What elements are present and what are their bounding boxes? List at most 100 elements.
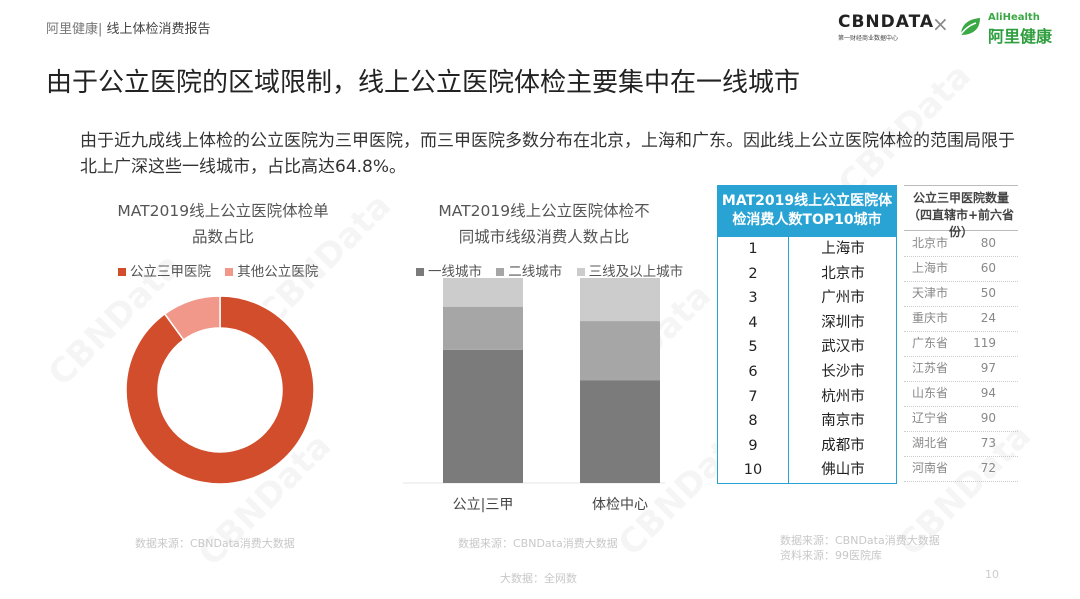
stacked-legend-label-2: 三线及以上城市 — [588, 264, 684, 280]
top10-row: 3 广州市 — [718, 286, 896, 311]
stacked-legend-item-1: 二线城市 — [496, 264, 562, 280]
top10-city: 广州市 — [821, 290, 865, 307]
top10-row: 9 成都市 — [718, 434, 896, 459]
alihealth-logo: AliHealth 阿里健康 — [958, 12, 1058, 46]
hospital-row: 上海市 60 — [904, 256, 1018, 282]
top10-city: 成都市 — [821, 437, 865, 454]
top10-city: 深圳市 — [821, 314, 865, 331]
hospital-region: 广东省 — [912, 336, 949, 350]
legend-swatch — [118, 268, 126, 276]
hospital-row: 重庆市 24 — [904, 306, 1018, 332]
hospital-region: 天津市 — [912, 286, 949, 300]
top10-rank: 1 — [748, 241, 758, 257]
legend-swatch — [496, 268, 505, 276]
top10-row: 4 深圳市 — [718, 311, 896, 336]
hospital-count: 72 — [980, 461, 996, 475]
page-title: 由于公立医院的区域限制，线上公立医院体检主要集中在一线城市 — [46, 68, 801, 98]
stacked-bar-0-segment-2 — [443, 278, 523, 307]
hospital-row: 广东省 119 — [904, 331, 1018, 357]
top10-row: 7 杭州市 — [718, 385, 896, 410]
stacked-bar-chart: 公立|三甲 体检中心 — [403, 278, 665, 513]
hospital-row: 北京市 80 — [904, 231, 1018, 257]
donut-slice-1 — [163, 295, 221, 341]
hospital-count: 97 — [980, 361, 996, 375]
breadcrumb-brand: 阿里健康 — [46, 22, 99, 37]
logo-separator-x: × — [932, 12, 949, 36]
stacked-bar-1-segment-1 — [580, 321, 660, 381]
top10-rank: 9 — [748, 437, 758, 454]
legend-swatch — [416, 268, 424, 276]
top10-city: 武汉市 — [821, 339, 865, 356]
hospital-row: 江苏省 97 — [904, 356, 1018, 382]
source-note-4-line1: 数据来源：CBNData消费大数据 — [780, 534, 940, 547]
top10-city: 长沙市 — [821, 364, 865, 380]
alihealth-logo-cn: 阿里健康 — [988, 27, 1053, 46]
source-note-2: 数据来源：CBNData消费大数据 — [458, 537, 618, 550]
hospital-row: 河南省 72 — [904, 456, 1018, 482]
donut-legend: 公立三甲医院 其他公立医院 — [118, 260, 328, 280]
breadcrumb-report: 线上体检消费报告 — [106, 22, 211, 37]
source-note-1: 数据来源：CBNData消费大数据 — [135, 537, 295, 550]
top10-header-line1: MAT2019线上公立医院体 — [721, 193, 893, 209]
cbndata-logo-subtext: 第一财经商业数据中心 — [838, 35, 899, 42]
stacked-chart-title: MAT2019线上公立医院体检不 同城市线级消费人数占比 — [420, 198, 668, 250]
stacked-bar-0-segment-1 — [443, 306, 523, 350]
hospital-count: 50 — [980, 286, 996, 300]
top10-rank: 4 — [748, 314, 758, 331]
hospital-count-table: 公立三甲医院数量 （四直辖市+前六省份） 北京市 80 上海市 60 天津市 50 重庆市 2… — [904, 185, 1018, 485]
donut-title-line1: MAT2019线上公立医院体检单 — [117, 202, 329, 220]
rank-column-divider — [788, 237, 789, 483]
legend-swatch — [225, 268, 234, 276]
top10-header-line2: 检消费人数TOP10城市 — [732, 212, 882, 228]
stacked-legend: 一线城市 二线城市 三线及以上城市 — [416, 260, 693, 280]
hospital-count: 24 — [980, 311, 996, 325]
hospital-row: 湖北省 73 — [904, 431, 1018, 457]
alihealth-logo-en: AliHealth — [988, 12, 1040, 23]
donut-title-line2: 品数占比 — [191, 228, 254, 246]
donut-legend-label-0: 公立三甲医院 — [130, 264, 211, 280]
alihealth-leaf-icon — [958, 18, 980, 38]
donut-chart-title: MAT2019线上公立医院体检单 品数占比 — [100, 198, 346, 250]
hospital-row: 辽宁省 90 — [904, 406, 1018, 432]
hospital-region: 山东省 — [912, 386, 949, 400]
stacked-bar-1-segment-0 — [580, 380, 660, 483]
source-note-4: 数据来源：CBNData消费大数据 资料来源：99医院库 — [780, 533, 940, 563]
donut-legend-label-1: 其他公立医院 — [237, 264, 319, 280]
hospital-count: 73 — [980, 436, 996, 450]
hospital-row: 天津市 50 — [904, 281, 1018, 307]
hospital-region: 北京市 — [912, 236, 949, 250]
hospital-count: 60 — [980, 261, 996, 275]
breadcrumb-separator: | — [98, 22, 103, 37]
legend-swatch — [576, 268, 585, 276]
breadcrumb: 阿里健康| 线上体检消费报告 — [46, 18, 211, 37]
stacked-bar-1-segment-2 — [580, 278, 660, 322]
source-note-4-line2: 资料来源：99医院库 — [780, 549, 882, 562]
cbndata-logo-text: CBNDATA — [838, 12, 935, 32]
hospital-table-header: 公立三甲医院数量 （四直辖市+前六省份） — [904, 185, 1018, 239]
donut-legend-item-0: 公立三甲医院 — [118, 264, 211, 280]
hospital-count: 94 — [980, 386, 996, 400]
stacked-title-line1: MAT2019线上公立医院体检不 — [438, 202, 650, 220]
hospital-header-line1: 公立三甲医院数量 — [912, 191, 1009, 205]
cbndata-logo: CBNDATA 第一财经商业数据中心 — [838, 12, 935, 42]
top10-row: 8 南京市 — [718, 409, 896, 434]
source-note-3: 大数据：全网数 — [500, 572, 577, 585]
stacked-legend-label-0: 一线城市 — [428, 264, 482, 280]
hospital-region: 江苏省 — [912, 361, 949, 375]
donut-chart — [125, 295, 315, 485]
hospital-region: 湖北省 — [912, 436, 949, 450]
top10-rank: 6 — [748, 364, 758, 380]
top10-row: 2 北京市 — [718, 262, 896, 287]
stacked-legend-item-0: 一线城市 — [416, 264, 482, 280]
top10-row: 5 武汉市 — [718, 335, 896, 360]
hospital-count: 80 — [980, 236, 996, 250]
top10-row: 10 佛山市 — [718, 458, 896, 483]
top10-rank: 3 — [748, 290, 758, 307]
hospital-count: 90 — [980, 411, 996, 425]
top10-row: 1 上海市 — [718, 237, 896, 262]
top10-rank: 5 — [748, 339, 758, 356]
top10-rank: 7 — [748, 388, 758, 405]
hospital-row: 山东省 94 — [904, 381, 1018, 407]
top10-row: 6 长沙市 — [718, 360, 896, 385]
hospital-region: 重庆市 — [912, 311, 949, 325]
